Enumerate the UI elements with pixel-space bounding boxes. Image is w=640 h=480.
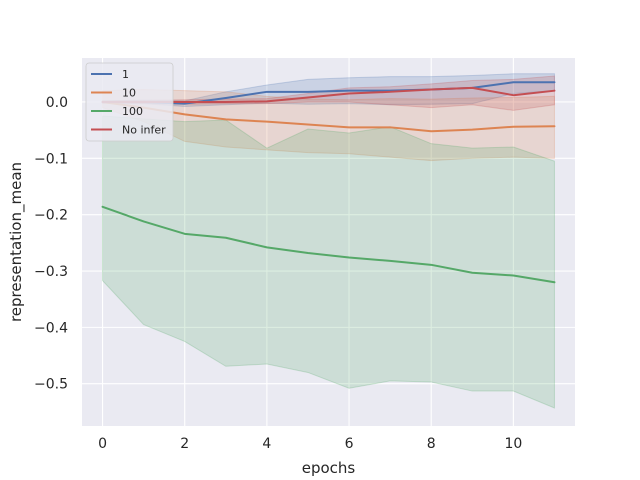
x-tick-label: 2: [180, 436, 189, 452]
y-tick-label: −0.2: [34, 208, 68, 224]
y-tick-label: 0.0: [46, 95, 68, 111]
y-tick-labels: 0.0 −0.1 −0.2 −0.3 −0.4 −0.5: [34, 95, 68, 393]
x-tick-label: 10: [504, 436, 522, 452]
y-tick-label: −0.4: [34, 320, 68, 336]
line-series-2: [101, 205, 556, 284]
line-series-3: [101, 86, 556, 103]
line-series-0: [101, 81, 556, 105]
y-tick-label: −0.3: [34, 264, 68, 280]
x-tick-label: 4: [262, 436, 271, 452]
y-axis-label: representation_mean: [7, 162, 26, 322]
legend: 1 10 100 No infer: [85, 62, 174, 142]
x-tick-labels: 0 2 4 6 8 10: [98, 436, 522, 452]
x-axis-label: epochs: [302, 459, 356, 477]
series-lines: [101, 81, 556, 284]
x-tick-label: 6: [345, 436, 354, 452]
x-tick-label: 0: [98, 436, 107, 452]
legend-label: 10: [122, 87, 136, 100]
line-series-1: [101, 100, 556, 133]
y-tick-label: −0.5: [34, 377, 68, 393]
x-gridlines: [101, 58, 514, 426]
band-series-2: [102, 115, 555, 409]
legend-label: 1: [122, 68, 129, 81]
y-tick-label: −0.1: [34, 151, 68, 167]
legend-label: 100: [122, 105, 143, 118]
legend-label: No infer: [122, 124, 166, 137]
legend-frame: [85, 62, 174, 142]
x-tick-label: 8: [427, 436, 436, 452]
